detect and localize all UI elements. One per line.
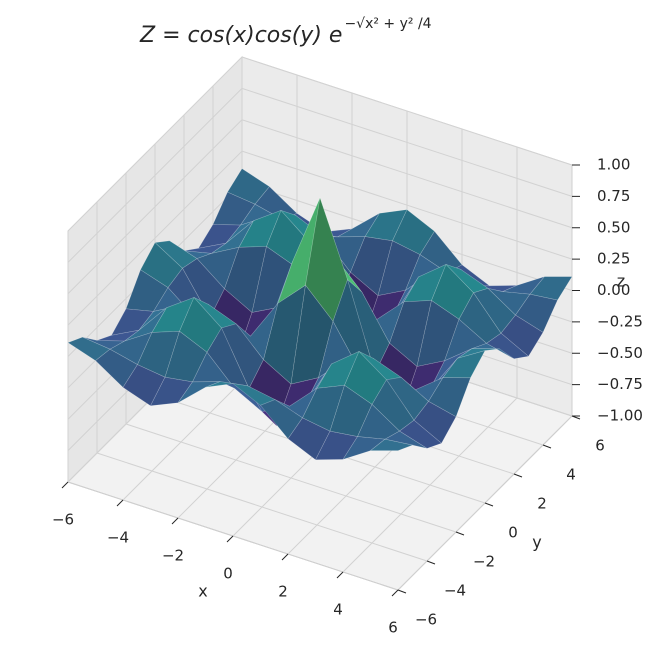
grid-line xyxy=(241,87,573,197)
surface-facet xyxy=(529,276,573,301)
z-axis-label: z xyxy=(617,272,625,291)
grid-line xyxy=(67,119,243,295)
x-tick-label: 4 xyxy=(333,601,343,619)
surface-facet xyxy=(369,438,414,451)
y-tick-label: 0 xyxy=(508,524,518,542)
y-tick xyxy=(397,589,407,594)
x-tick xyxy=(281,553,289,561)
grid-line xyxy=(67,150,243,326)
surface-facet xyxy=(398,419,443,449)
x-tick-label: −4 xyxy=(107,529,129,547)
surface-facet xyxy=(457,348,500,359)
z-tick-label: 0.75 xyxy=(597,187,630,205)
grid-line xyxy=(241,119,573,229)
grid-line xyxy=(125,423,457,533)
surface-facet xyxy=(384,430,428,449)
y-tick-label: −4 xyxy=(444,582,466,600)
x-tick xyxy=(336,571,344,579)
z-tick-label: −0.75 xyxy=(597,375,643,393)
y-tick-label: 2 xyxy=(537,495,547,513)
x-tick xyxy=(171,517,179,525)
z-tick-label: −0.25 xyxy=(597,312,643,330)
x-tick-label: 6 xyxy=(388,619,398,637)
y-tick xyxy=(513,473,523,478)
x-tick xyxy=(226,535,234,543)
z-tick-label: −0.50 xyxy=(597,344,643,362)
z-tick-label: −1.00 xyxy=(597,407,643,425)
grid-line xyxy=(96,452,428,562)
x-tick-label: 2 xyxy=(278,583,288,601)
y-axis-label: y xyxy=(532,533,541,552)
z-tick-label: 0.25 xyxy=(597,250,630,268)
z-tick-label: 0.50 xyxy=(597,218,630,236)
x-tick xyxy=(61,481,69,489)
z-tick-label: 1.00 xyxy=(597,156,630,174)
y-tick xyxy=(455,531,465,536)
grid-line xyxy=(241,150,573,260)
y-tick-label: −2 xyxy=(473,553,495,571)
y-tick xyxy=(484,502,494,507)
y-tick-label: −6 xyxy=(415,611,437,629)
x-tick xyxy=(116,499,124,507)
grid-line xyxy=(67,56,243,232)
x-tick-label: −6 xyxy=(52,511,74,529)
x-tick-label: −2 xyxy=(162,547,184,565)
y-tick xyxy=(542,444,552,449)
chart-title: Z = cos(x)cos(y) e xyxy=(139,23,342,48)
x-tick-label: 0 xyxy=(223,565,233,583)
x-tick xyxy=(391,589,399,597)
surface-facet xyxy=(428,377,471,418)
y-tick xyxy=(426,560,436,565)
z-tick-label: 0.00 xyxy=(597,281,630,299)
y-tick-label: 4 xyxy=(566,466,576,484)
grid-line xyxy=(67,88,243,263)
grid-line xyxy=(241,56,573,166)
y-tick-label: 6 xyxy=(595,437,605,455)
x-axis-label: x xyxy=(198,582,207,601)
chart-title-exponent: −√x² + y² /4 xyxy=(344,16,431,32)
